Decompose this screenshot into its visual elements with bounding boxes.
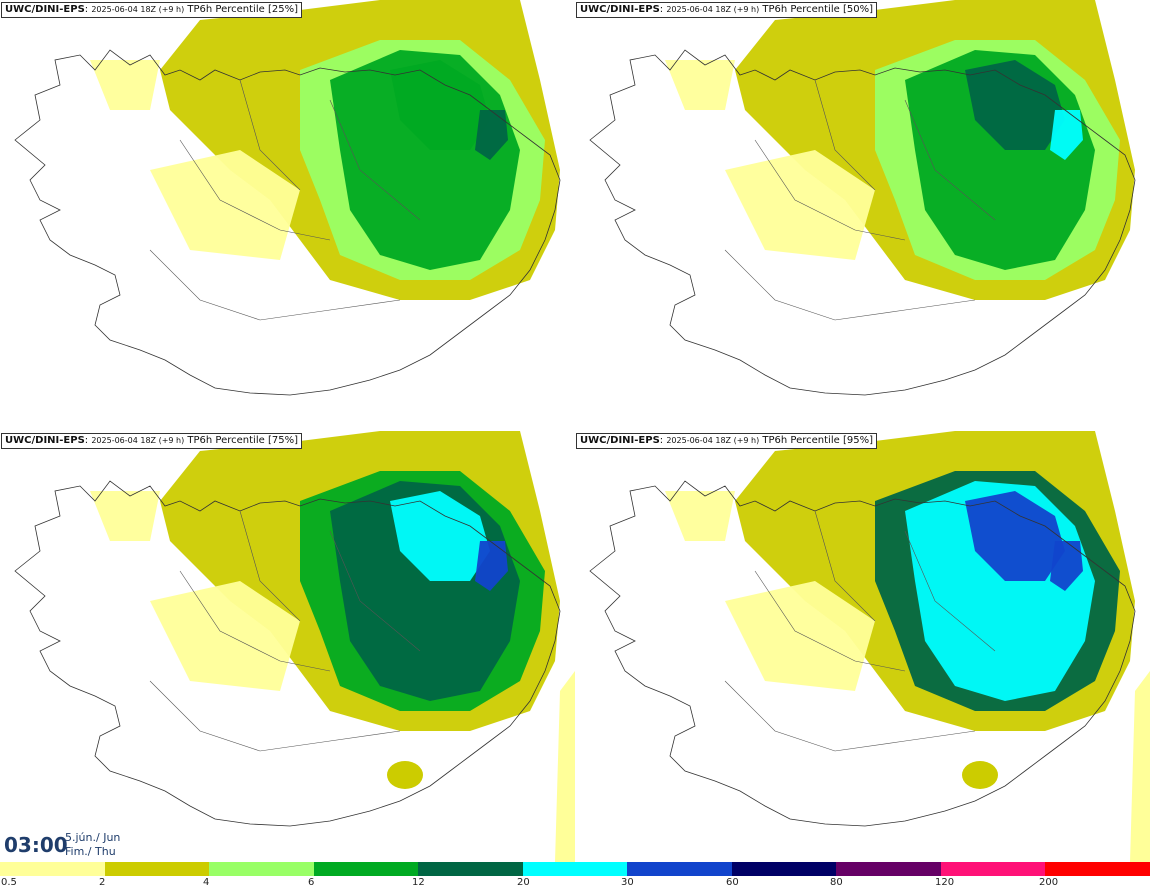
precip-contour	[725, 581, 875, 691]
model-name: UWC/DINI-EPS	[5, 4, 85, 15]
precip-contour	[90, 491, 160, 541]
valid-date-line2: Fim./ Thu	[65, 845, 116, 858]
precip-contour	[475, 110, 508, 160]
field-name: TP6h Percentile [25%]	[187, 4, 298, 15]
precip-field	[665, 431, 1150, 862]
panel-p50: UWC/DINI-EPS: 2025-06-04 18Z (+9 h) TP6h…	[575, 0, 1150, 431]
precip-contour	[665, 491, 735, 541]
coastline	[14, 480, 561, 827]
precip-field	[665, 0, 1135, 300]
legend-tick-label: 6	[308, 877, 315, 888]
precip-contour	[387, 761, 423, 789]
legend-tick-label: 12	[412, 877, 425, 888]
precip-map-p95	[575, 431, 1150, 862]
legend-tick-label: 120	[935, 877, 955, 888]
panel-p75: UWC/DINI-EPS: 2025-06-04 18Z (+9 h) TP6h…	[0, 431, 575, 862]
valid-date-line1: 5.jún./ Jun	[65, 831, 121, 844]
run-meta: 2025-06-04 18Z (+9 h)	[666, 5, 760, 14]
precip-field	[90, 0, 560, 300]
legend-tick-label: 80	[830, 877, 843, 888]
panel-title: UWC/DINI-EPS: 2025-06-04 18Z (+9 h) TP6h…	[1, 433, 302, 449]
precip-contour	[725, 150, 875, 260]
legend-tick-label: 30	[621, 877, 634, 888]
precip-contour	[390, 60, 490, 150]
valid-date: 5.jún./ Jun Fim./ Thu	[65, 831, 120, 859]
legend-swatch	[836, 862, 941, 876]
legend-tick-label: 2	[99, 877, 106, 888]
precip-contour	[965, 60, 1065, 150]
legend-swatch	[0, 862, 105, 876]
precip-contour	[150, 581, 300, 691]
valid-time: 03:00	[4, 833, 68, 857]
coastline	[589, 480, 1136, 827]
legend-swatch	[627, 862, 732, 876]
panel-title: UWC/DINI-EPS: 2025-06-04 18Z (+9 h) TP6h…	[576, 433, 877, 449]
color-legend: 0.5 2 4 6 12 20 30 60 80 120 200	[0, 862, 1150, 891]
legend-tick-label: 200	[1039, 877, 1059, 888]
precip-contour	[555, 671, 575, 862]
legend-swatch	[940, 862, 1046, 876]
field-name: TP6h Percentile [75%]	[187, 435, 298, 446]
model-name: UWC/DINI-EPS	[580, 435, 660, 446]
panel-p95: UWC/DINI-EPS: 2025-06-04 18Z (+9 h) TP6h…	[575, 431, 1150, 862]
legend-bar	[0, 862, 1150, 876]
precip-contour	[150, 150, 300, 260]
precip-contour	[962, 761, 998, 789]
precip-contour	[965, 491, 1065, 581]
legend-swatch	[1045, 862, 1150, 876]
precip-contour	[90, 60, 160, 110]
precip-contour	[665, 60, 735, 110]
legend-swatch	[522, 862, 628, 876]
run-meta: 2025-06-04 18Z (+9 h)	[666, 436, 760, 445]
roads	[724, 510, 996, 752]
panel-title: UWC/DINI-EPS: 2025-06-04 18Z (+9 h) TP6h…	[1, 2, 302, 18]
model-name: UWC/DINI-EPS	[580, 4, 660, 15]
roads	[149, 79, 421, 321]
legend-swatch	[313, 862, 419, 876]
model-name: UWC/DINI-EPS	[5, 435, 85, 446]
coastline	[14, 49, 561, 396]
run-meta: 2025-06-04 18Z (+9 h)	[91, 5, 185, 14]
precip-contour	[1050, 110, 1083, 160]
precip-field	[90, 431, 575, 862]
legend-swatch	[418, 862, 523, 876]
legend-tick-label: 4	[203, 877, 210, 888]
precip-map-p50	[575, 0, 1150, 431]
precip-contour	[475, 541, 508, 591]
field-name: TP6h Percentile [50%]	[762, 4, 873, 15]
valid-time-box: 03:00 5.jún./ Jun Fim./ Thu	[0, 828, 154, 862]
precip-map-p75	[0, 431, 575, 862]
run-meta: 2025-06-04 18Z (+9 h)	[91, 436, 185, 445]
precip-contour	[1130, 671, 1150, 862]
legend-tick-label: 20	[517, 877, 530, 888]
roads	[149, 510, 421, 752]
legend-tick-label: 60	[726, 877, 739, 888]
precip-contour	[390, 491, 490, 581]
legend-swatch	[104, 862, 210, 876]
panel-p25: UWC/DINI-EPS: 2025-06-04 18Z (+9 h) TP6h…	[0, 0, 575, 431]
field-name: TP6h Percentile [95%]	[762, 435, 873, 446]
roads	[724, 79, 996, 321]
legend-tick-label: 0.5	[1, 877, 17, 888]
precip-map-p25	[0, 0, 575, 431]
legend-swatch	[209, 862, 314, 876]
legend-swatch	[731, 862, 837, 876]
coastline	[589, 49, 1136, 396]
panel-title: UWC/DINI-EPS: 2025-06-04 18Z (+9 h) TP6h…	[576, 2, 877, 18]
precip-contour	[1050, 541, 1083, 591]
